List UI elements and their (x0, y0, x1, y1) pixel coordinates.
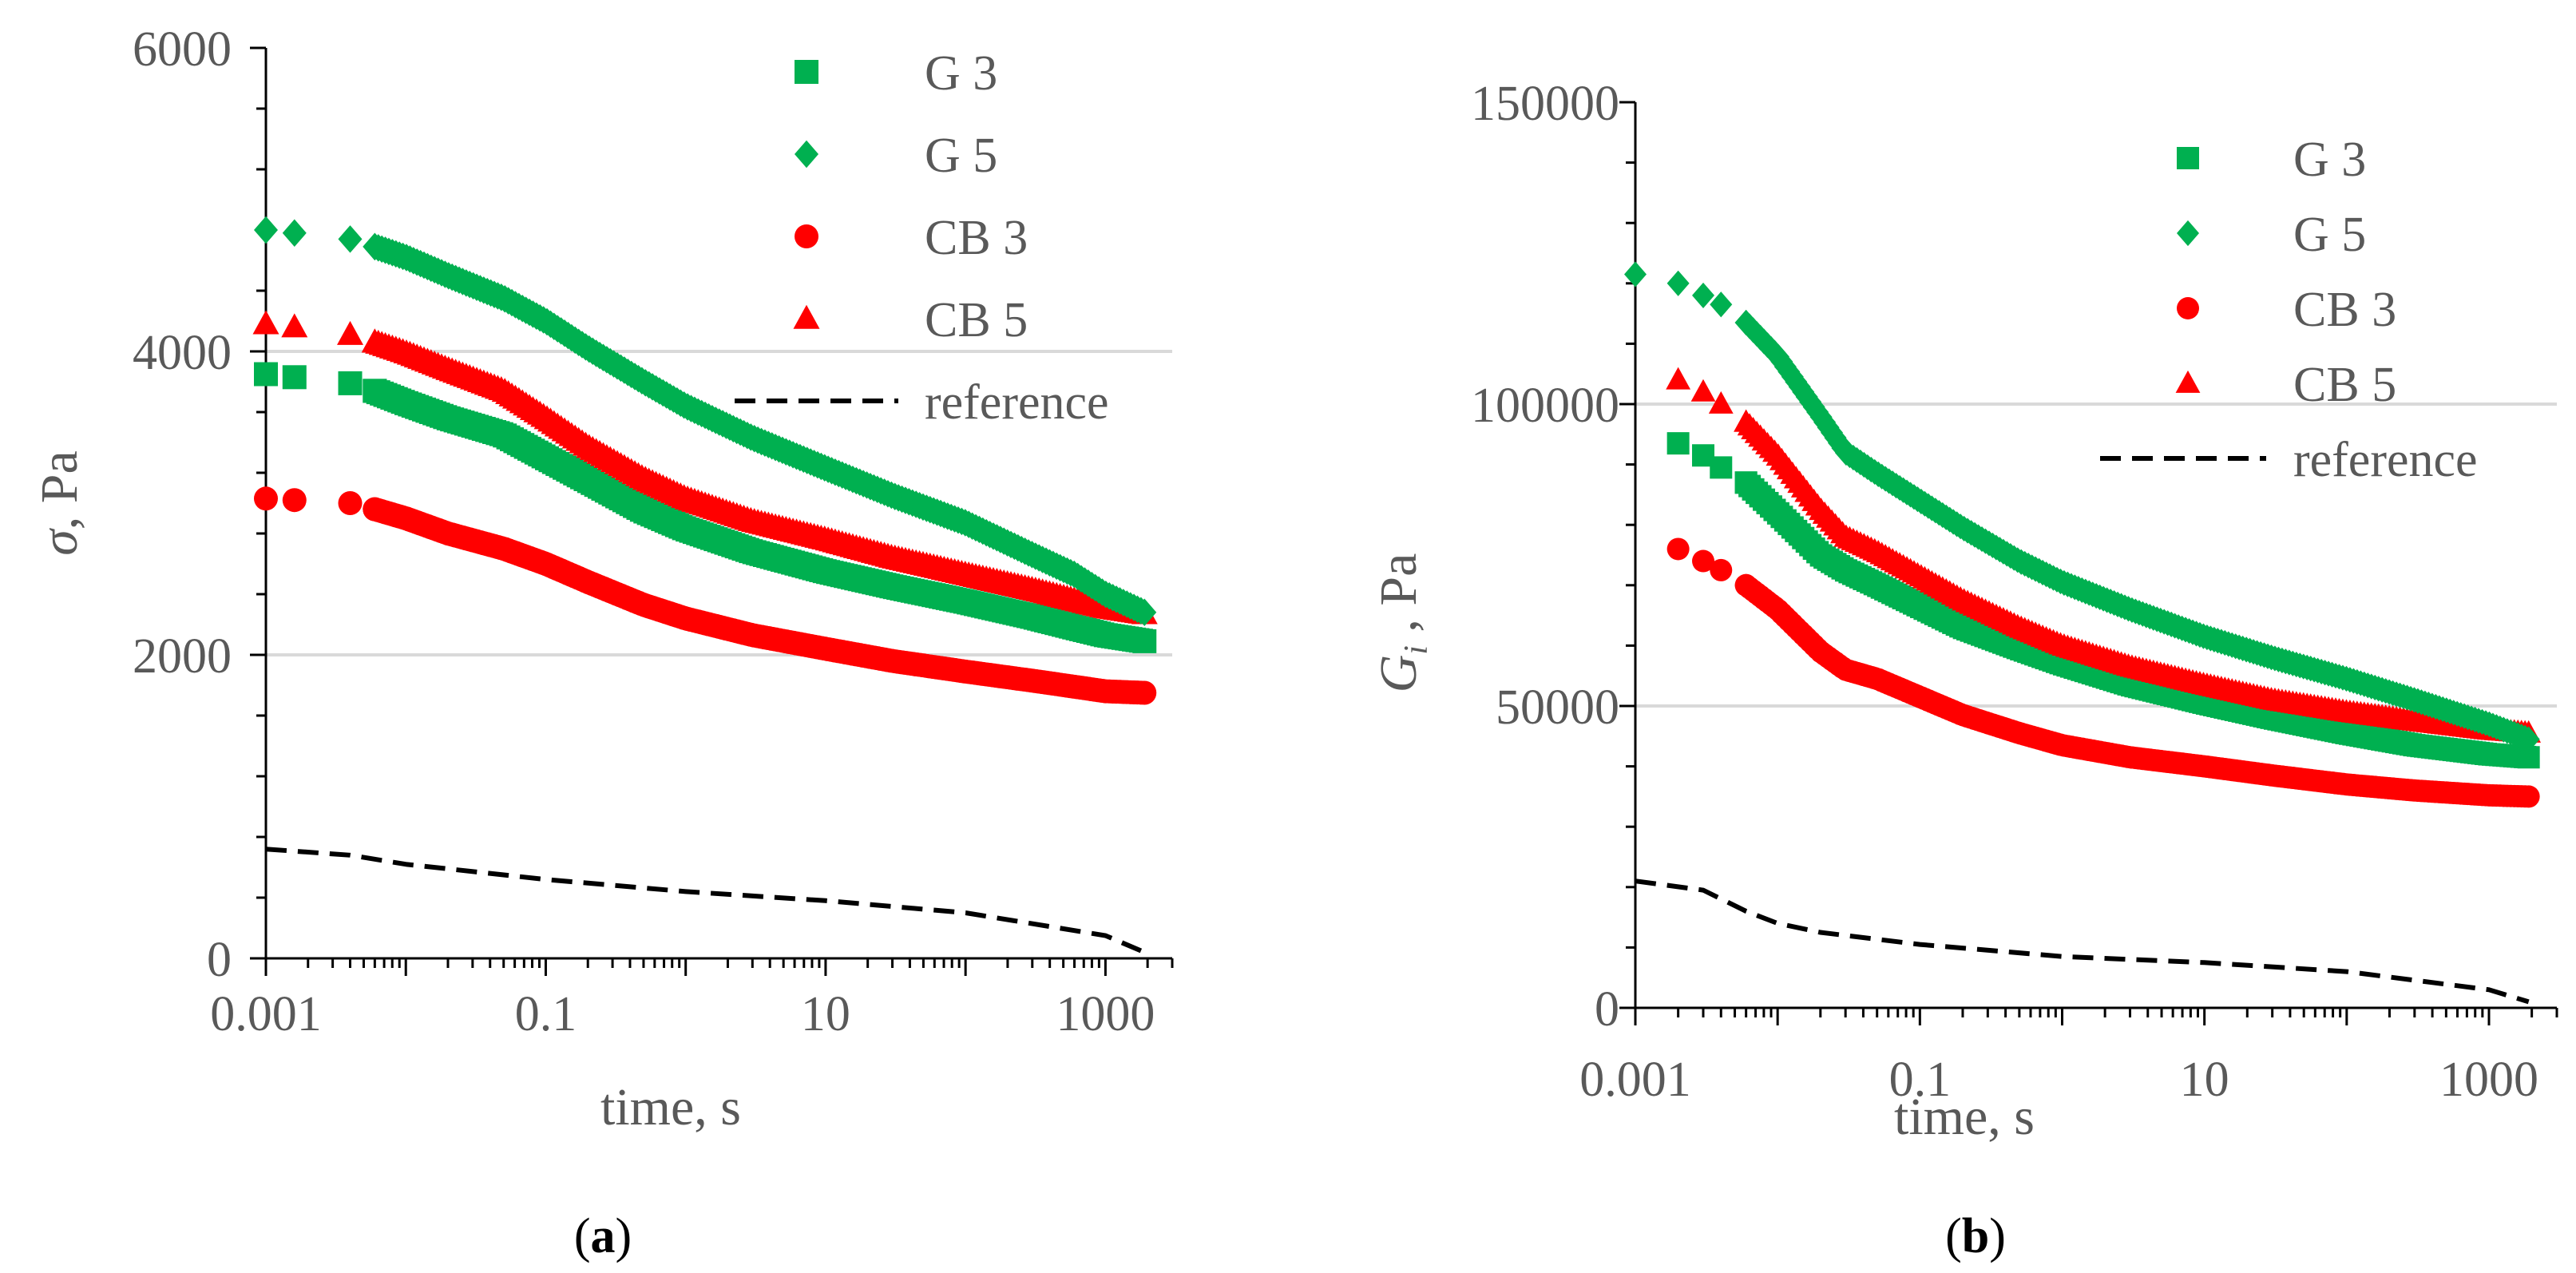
x-tick-label: 10 (801, 987, 850, 1041)
x-tick-label: 1000 (2439, 1053, 2538, 1107)
panel-caption: (a) (574, 1209, 632, 1263)
data-point (254, 362, 278, 387)
legend-label: G 3 (925, 46, 997, 101)
legend: G 3 G 5 CB 3 CB 5 reference (735, 46, 1109, 430)
data-point (1132, 598, 1157, 627)
data-point (282, 219, 307, 248)
caption-close-paren: ) (616, 1209, 632, 1263)
legend-label: reference (925, 375, 1109, 430)
data-point (1692, 282, 1715, 309)
caption-close-paren: ) (1989, 1209, 2006, 1263)
y-axis-title: σ, Pa (30, 450, 89, 556)
data-point (1690, 379, 1716, 402)
data-point (1132, 629, 1157, 653)
data-point (282, 365, 307, 390)
y-tick-label: 4000 (133, 326, 232, 380)
y-tick-label: 50000 (1496, 680, 1619, 735)
data-point (337, 320, 364, 345)
x-tick-label: 0.1 (1889, 1053, 1952, 1107)
data-point (1692, 549, 1715, 573)
series-cb-3 (254, 486, 1157, 705)
y-tick-label: 2000 (133, 629, 232, 684)
reference-line (265, 847, 1146, 955)
data-point (2517, 726, 2540, 752)
y-axis-unit: , Pa (1369, 553, 1428, 646)
x-axis-title: time, s (600, 1078, 741, 1136)
data-point (1710, 558, 1733, 581)
series-g-5 (1624, 261, 2540, 752)
x-tick-label: 0.1 (515, 987, 577, 1041)
legend-label: CB 5 (2293, 358, 2396, 412)
data-point (281, 313, 308, 338)
data-point (1624, 261, 1647, 288)
legend: G 3 G 5 CB 3 CB 5 reference (2100, 133, 2478, 487)
caption-letter: b (1962, 1209, 1989, 1263)
y-axis-subscript: i (1398, 645, 1435, 655)
series-g-5 (254, 216, 1157, 627)
legend-swatch (793, 304, 820, 329)
data-point (252, 310, 279, 335)
x-axis-title: time, s (1894, 1088, 2035, 1146)
legend-label: G 5 (2293, 208, 2366, 262)
data-point (254, 216, 278, 244)
legend-swatch (2177, 147, 2199, 169)
legend-label: G 5 (925, 129, 997, 183)
series-cb-5 (252, 310, 1158, 625)
data-point (1666, 537, 1690, 561)
y-tick-label: 150000 (1471, 77, 1619, 131)
x-tick-label: 0.001 (210, 987, 322, 1041)
reference-line (1635, 878, 2530, 1005)
data-point (282, 488, 307, 513)
legend-swatch (795, 140, 818, 169)
chart-panel-a: 0 2000 4000 6000 0.001 0.1 10 1000 time, s σ, Pa G… (30, 22, 1174, 1263)
y-tick-label: 100000 (1471, 379, 1619, 433)
legend-label: CB 3 (925, 211, 1028, 265)
data-point (1132, 680, 1157, 705)
series-reference (265, 847, 1146, 955)
y-tick-label: 0 (1595, 982, 1619, 1037)
caption-open-paren: ( (574, 1209, 591, 1263)
data-point (254, 486, 278, 511)
data-point (1666, 367, 1691, 390)
caption-open-paren: ( (1945, 1209, 1962, 1263)
x-tick-label: 0.001 (1579, 1053, 1691, 1107)
data-point (1708, 391, 1734, 414)
y-axis-title: Gi , Pa (1369, 553, 1435, 693)
chart-panel-b: 0 50000 100000 150000 0.001 0.1 10 1000 time, s G… (1369, 77, 2558, 1263)
y-axis-unit: , Pa (30, 450, 89, 529)
legend-swatch (795, 60, 818, 84)
data-point (2517, 785, 2540, 808)
series-g-3 (254, 362, 1157, 653)
data-point (1710, 291, 1733, 318)
series-cb-3 (1666, 537, 2540, 808)
x-tick-label: 1000 (1056, 987, 1155, 1041)
data-point (338, 225, 363, 253)
x-tick-label: 10 (2180, 1053, 2229, 1107)
legend-label: G 3 (2293, 133, 2366, 187)
y-axis-symbol: σ (30, 528, 89, 556)
legend-swatch (2177, 220, 2199, 247)
legend-swatch (2175, 370, 2201, 393)
caption-letter: a (591, 1209, 616, 1263)
legend-swatch (2177, 297, 2199, 319)
legend-swatch (795, 224, 818, 248)
panel-caption: (b) (1945, 1209, 2006, 1263)
series-reference (1635, 878, 2530, 1005)
legend-label: reference (2293, 433, 2478, 487)
data-point (1666, 270, 1690, 296)
y-tick-label: 6000 (133, 22, 232, 77)
legend-label: CB 5 (925, 293, 1028, 347)
y-axis-symbol: G (1369, 655, 1428, 693)
data-point (1710, 456, 1733, 479)
y-tick-label: 0 (207, 933, 232, 987)
data-point (338, 371, 363, 395)
legend-label: CB 3 (2293, 283, 2396, 337)
data-point (1666, 432, 1690, 455)
data-point (338, 491, 363, 515)
